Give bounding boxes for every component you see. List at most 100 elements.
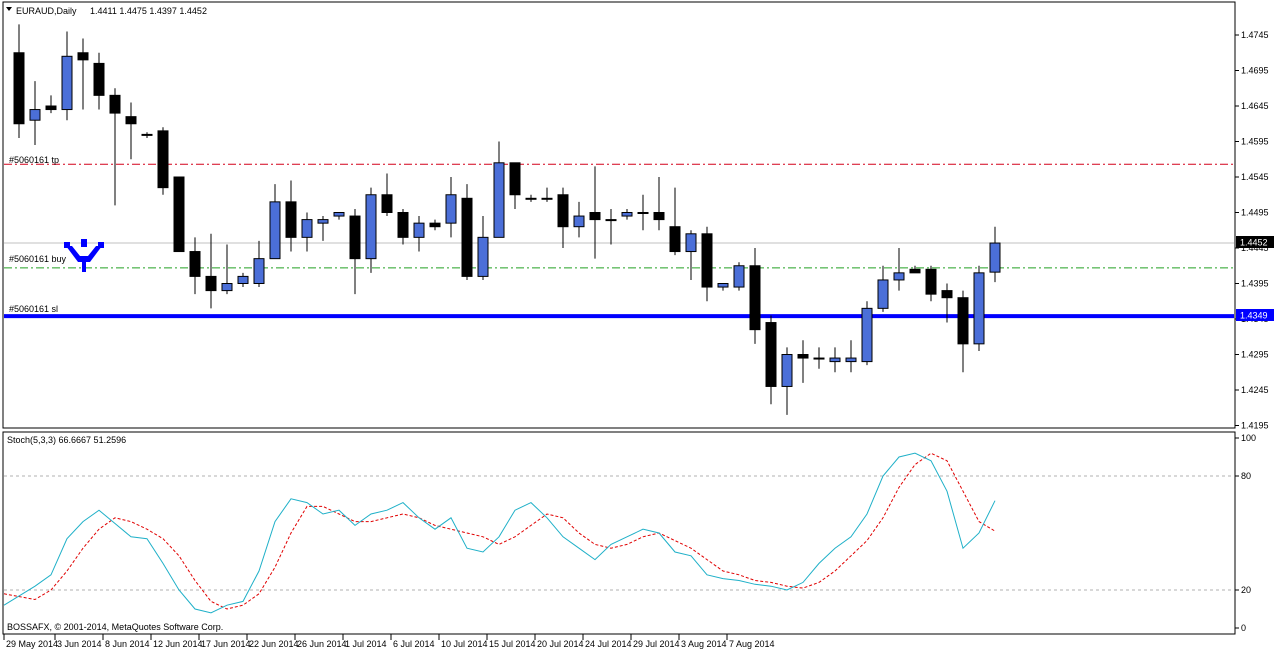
candle [493, 141, 505, 238]
candle [877, 265, 889, 312]
candle [685, 230, 697, 280]
time-tick-label: 15 Jul 2014 [489, 639, 536, 649]
main-price-panel [2, 1, 1236, 429]
candle [173, 176, 185, 253]
time-tick-label: 10 Jul 2014 [441, 639, 488, 649]
stochastic-oscillator: 100 80 20 0 [3, 433, 1256, 633]
candle [45, 95, 57, 114]
buy-arrow-icon [64, 239, 104, 272]
price-tick-label: 1.4695 [1241, 66, 1269, 76]
price-tick-label: 1.4595 [1241, 137, 1269, 147]
buy-label: #5060161 buy [9, 254, 67, 264]
stoch-main-line [3, 452, 996, 614]
time-tick-label: 3 Aug 2014 [681, 639, 727, 649]
price-tick-label: 1.4245 [1241, 385, 1269, 395]
stoch-signal-line [3, 452, 996, 610]
candle [701, 226, 713, 302]
candle [637, 194, 649, 231]
copyright-text: BOSSAFX, © 2001-2014, MetaQuotes Softwar… [7, 622, 223, 632]
symbol-label: EURAUD,Daily [16, 6, 77, 16]
candles [13, 24, 1001, 415]
candle [925, 265, 937, 302]
candle [989, 226, 1001, 283]
candle [253, 240, 265, 288]
candle [205, 233, 217, 309]
time-tick-label: 29 May 2014 [6, 639, 58, 649]
candle [157, 127, 169, 195]
candle [109, 88, 121, 206]
candle [413, 216, 425, 252]
candle [733, 262, 745, 291]
price-tick-label: 1.4195 [1241, 421, 1269, 431]
stoch-tick-label: 80 [1241, 471, 1251, 481]
candle [749, 248, 761, 344]
stoch-tick-label: 20 [1241, 585, 1251, 595]
candle [957, 290, 969, 373]
candle [525, 194, 537, 202]
price-tick-label: 1.4395 [1241, 279, 1269, 289]
candle [189, 237, 201, 295]
current-price-text: 1.4452 [1240, 238, 1268, 248]
price-axis: 1.4745 1.4695 1.4645 1.4595 1.4545 1.4495 1.44… [1235, 30, 1269, 431]
candle [621, 208, 633, 220]
sl-price-text: 1.4349 [1240, 311, 1268, 321]
candle [381, 173, 393, 217]
candle [221, 244, 233, 295]
current-price-tag [1236, 236, 1274, 248]
candle [141, 132, 153, 138]
time-tick-label: 6 Jul 2014 [393, 639, 435, 649]
price-tick-label: 1.4645 [1241, 101, 1269, 111]
candle [61, 31, 73, 121]
candle [317, 216, 329, 241]
candle [829, 347, 841, 373]
candle [77, 38, 89, 110]
stoch-tick-label: 100 [1241, 433, 1256, 443]
candle [237, 272, 249, 288]
stoch-label: Stoch(5,3,3) 66.6667 51.2596 [7, 435, 126, 445]
order-lines [4, 163, 1234, 319]
candle [13, 24, 25, 138]
time-tick-label: 17 Jun 2014 [201, 639, 251, 649]
candle [653, 177, 665, 231]
time-tick-label: 29 Jul 2014 [633, 639, 680, 649]
time-tick-label: 24 Jul 2014 [585, 639, 632, 649]
candle [125, 102, 137, 160]
time-tick-label: 8 Jun 2014 [105, 639, 150, 649]
candle [781, 347, 793, 415]
candle [605, 208, 617, 245]
price-tick-label: 1.4295 [1241, 350, 1269, 360]
candle [973, 265, 985, 351]
sl-label: #5060161 sl [9, 304, 58, 314]
time-tick-label: 26 Jun 2014 [297, 639, 347, 649]
candle [557, 187, 569, 248]
candle [717, 283, 729, 291]
price-tick-label: 1.4495 [1241, 208, 1269, 218]
tp-label: #5060161 tp [9, 155, 59, 165]
time-tick-label: 3 Jun 2014 [57, 639, 102, 649]
candle [477, 216, 489, 280]
candle [349, 208, 361, 295]
time-tick-label: 22 Jun 2014 [249, 639, 299, 649]
stoch-tick-label: 0 [1241, 623, 1246, 633]
time-tick-label: 7 Aug 2014 [729, 639, 775, 649]
candle [941, 283, 953, 323]
dropdown-triangle-icon[interactable] [6, 7, 12, 11]
candle [589, 166, 601, 259]
candle [797, 340, 809, 383]
candle [541, 187, 553, 202]
stoch-panel [2, 431, 1236, 635]
candle [333, 212, 345, 220]
candle [429, 219, 441, 231]
candle [765, 315, 777, 405]
sl-price-tag [1236, 309, 1274, 321]
candle [301, 212, 313, 252]
time-tick-label: 12 Jun 2014 [153, 639, 203, 649]
candle [893, 248, 905, 291]
price-tick-label: 1.4745 [1241, 30, 1269, 40]
candle [509, 162, 521, 209]
candle [397, 208, 409, 245]
candle [285, 180, 297, 252]
candle [909, 265, 921, 274]
